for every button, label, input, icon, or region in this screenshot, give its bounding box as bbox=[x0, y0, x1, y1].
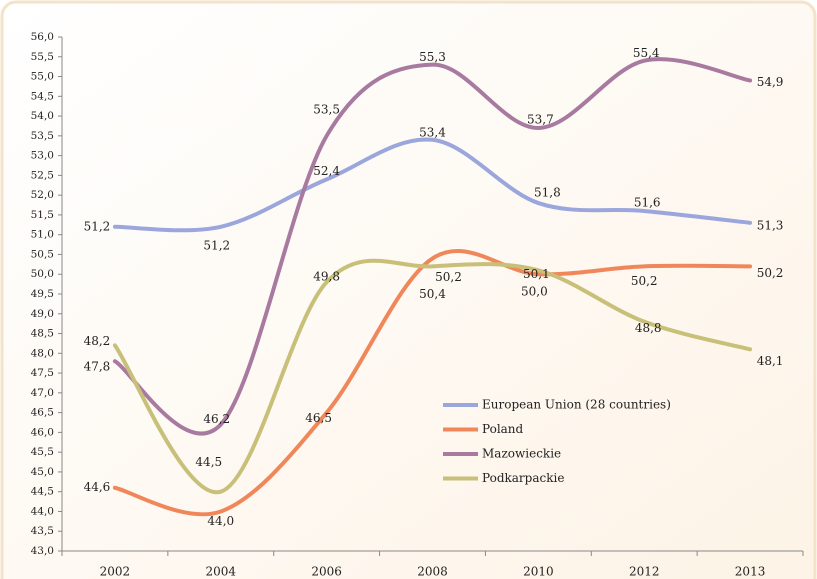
x-tick-label: 2008 bbox=[417, 565, 448, 579]
data-label: 48,2 bbox=[84, 334, 111, 348]
data-label: 50,2 bbox=[631, 274, 658, 288]
data-label: 46,5 bbox=[305, 411, 332, 425]
data-label: 50,1 bbox=[523, 267, 550, 281]
data-label: 46,2 bbox=[203, 412, 230, 426]
data-label: 44,0 bbox=[207, 514, 234, 528]
data-label: 49,8 bbox=[313, 270, 340, 284]
data-label: 55,4 bbox=[633, 46, 660, 60]
data-label: 53,4 bbox=[419, 125, 446, 139]
y-tick-label: 46,0 bbox=[31, 426, 54, 438]
data-label: 52,4 bbox=[313, 164, 340, 178]
y-tick-label: 55,0 bbox=[31, 71, 54, 83]
y-tick-label: 49,5 bbox=[31, 288, 54, 300]
x-tick-label: 2002 bbox=[100, 565, 131, 579]
data-label: 54,9 bbox=[757, 75, 784, 89]
y-tick-label: 43,5 bbox=[31, 525, 54, 537]
data-label: 47,8 bbox=[84, 360, 111, 374]
y-tick-label: 54,0 bbox=[31, 110, 54, 122]
y-tick-label: 55,5 bbox=[31, 51, 54, 63]
series-line bbox=[112, 258, 753, 494]
data-label: 53,5 bbox=[313, 102, 340, 116]
data-label: 44,5 bbox=[195, 455, 222, 469]
data-label: 51,6 bbox=[634, 195, 661, 209]
data-label: 51,8 bbox=[534, 186, 561, 200]
data-label: 51,2 bbox=[203, 238, 230, 252]
y-tick-label: 44,5 bbox=[31, 486, 54, 498]
legend-label: European Union (28 countries) bbox=[482, 398, 671, 412]
legend-label: Mazowieckie bbox=[482, 447, 561, 461]
y-tick-label: 53,0 bbox=[31, 150, 54, 162]
y-tick-label: 45,0 bbox=[31, 466, 54, 478]
y-tick-label: 50,5 bbox=[31, 248, 54, 260]
legend-label: Poland bbox=[482, 422, 524, 436]
y-tick-label: 48,0 bbox=[31, 347, 54, 359]
x-tick-label: 2004 bbox=[206, 565, 237, 579]
data-label: 44,6 bbox=[84, 480, 111, 494]
data-label: 51,3 bbox=[757, 218, 784, 232]
series-line bbox=[112, 137, 753, 233]
y-tick-label: 49,0 bbox=[31, 308, 54, 320]
y-tick-label: 47,5 bbox=[31, 367, 54, 379]
y-tick-label: 43,0 bbox=[31, 545, 54, 557]
x-tick-label: 2013 bbox=[735, 565, 766, 579]
y-tick-label: 51,0 bbox=[31, 229, 54, 241]
y-tick-label: 47,0 bbox=[31, 387, 54, 399]
data-label: 50,4 bbox=[419, 287, 446, 301]
data-label: 53,7 bbox=[527, 112, 554, 126]
x-tick-label: 2012 bbox=[629, 565, 660, 579]
data-label: 50,2 bbox=[757, 266, 784, 280]
y-tick-label: 52,5 bbox=[31, 169, 54, 181]
data-label: 50,2 bbox=[435, 270, 462, 284]
data-label: 55,3 bbox=[419, 50, 446, 64]
data-label: 48,8 bbox=[635, 321, 662, 335]
y-tick-label: 54,5 bbox=[31, 90, 54, 102]
y-tick-label: 51,5 bbox=[31, 209, 54, 221]
data-label: 48,1 bbox=[757, 354, 784, 368]
y-tick-label: 56,0 bbox=[31, 31, 54, 43]
y-tick-label: 50,0 bbox=[31, 268, 54, 280]
data-label: 50,0 bbox=[521, 285, 548, 299]
x-tick-label: 2006 bbox=[311, 565, 342, 579]
y-tick-label: 48,5 bbox=[31, 328, 54, 340]
y-tick-label: 46,5 bbox=[31, 407, 54, 419]
y-tick-label: 53,5 bbox=[31, 130, 54, 142]
legend-label: Podkarpackie bbox=[482, 471, 564, 485]
y-tick-label: 44,0 bbox=[31, 505, 54, 517]
series-line bbox=[112, 57, 753, 436]
x-tick-label: 2010 bbox=[523, 565, 554, 579]
data-label: 51,2 bbox=[84, 219, 111, 233]
y-tick-label: 45,5 bbox=[31, 446, 54, 458]
y-tick-label: 52,0 bbox=[31, 189, 54, 201]
